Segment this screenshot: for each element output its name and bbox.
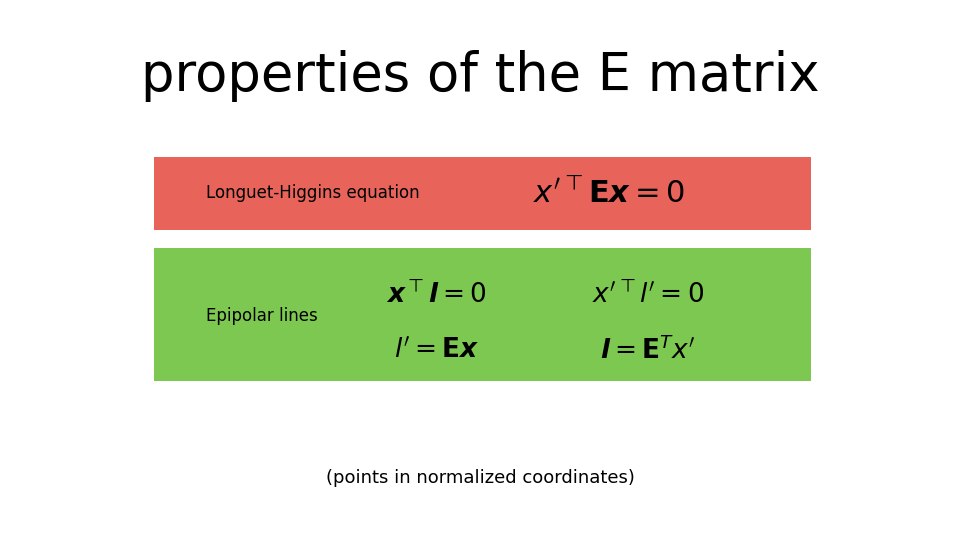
Bar xyxy=(154,157,811,230)
Text: $\boldsymbol{x}^{\top}\boldsymbol{l} = 0$: $\boldsymbol{x}^{\top}\boldsymbol{l} = 0… xyxy=(387,280,487,308)
Text: Epipolar lines: Epipolar lines xyxy=(206,307,318,325)
Text: $\boldsymbol{x'}^{\top}\mathbf{E}\boldsymbol{x} = 0$: $\boldsymbol{x'}^{\top}\mathbf{E}\boldsy… xyxy=(534,178,685,209)
Text: $\boldsymbol{x'}^{\top}\boldsymbol{l'} = 0$: $\boldsymbol{x'}^{\top}\boldsymbol{l'} =… xyxy=(592,280,704,308)
Bar xyxy=(154,248,811,381)
Text: properties of the E matrix: properties of the E matrix xyxy=(141,50,819,102)
Text: $\boldsymbol{l} = \mathbf{E}^{T}\boldsymbol{x'}$: $\boldsymbol{l} = \mathbf{E}^{T}\boldsym… xyxy=(600,337,696,365)
Text: $\boldsymbol{l'} = \mathbf{E}\boldsymbol{x}$: $\boldsymbol{l'} = \mathbf{E}\boldsymbol… xyxy=(395,338,479,364)
Text: Longuet-Higgins equation: Longuet-Higgins equation xyxy=(206,184,420,202)
Text: (points in normalized coordinates): (points in normalized coordinates) xyxy=(325,469,635,487)
